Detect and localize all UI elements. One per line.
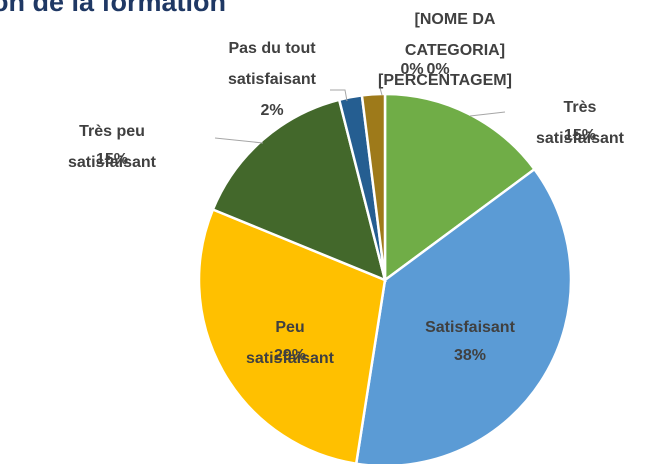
pie-slice <box>211 98 387 283</box>
leader-line <box>379 87 383 96</box>
value-label: 0% <box>400 61 423 78</box>
category-label: Satisfaisant <box>425 319 515 336</box>
value-label: 2% <box>260 102 283 119</box>
category-label: Peu satisfaisant <box>246 319 335 367</box>
value-label: 15% <box>96 151 128 168</box>
category-label: Très satisfaisant <box>536 99 625 147</box>
leader-line <box>469 111 506 117</box>
value-label: [PERCENTAGEM] <box>378 72 512 89</box>
value-label: 29% <box>274 347 306 364</box>
value-label: 0% <box>426 61 449 78</box>
leader-line <box>330 89 348 102</box>
category-label: Très peu satisfaisant <box>68 123 157 171</box>
pie-slice <box>360 92 387 281</box>
chart-title: on de la formation <box>0 0 226 17</box>
category-label: [NOME DA CATEGORIA] <box>405 11 505 59</box>
category-label: Pas du tout satisfaisant <box>228 40 317 88</box>
value-label: 15% <box>564 127 596 144</box>
value-label: 38% <box>454 347 486 364</box>
leader-line <box>214 137 264 144</box>
pie-slice <box>197 207 387 464</box>
pie-slice <box>383 92 537 283</box>
